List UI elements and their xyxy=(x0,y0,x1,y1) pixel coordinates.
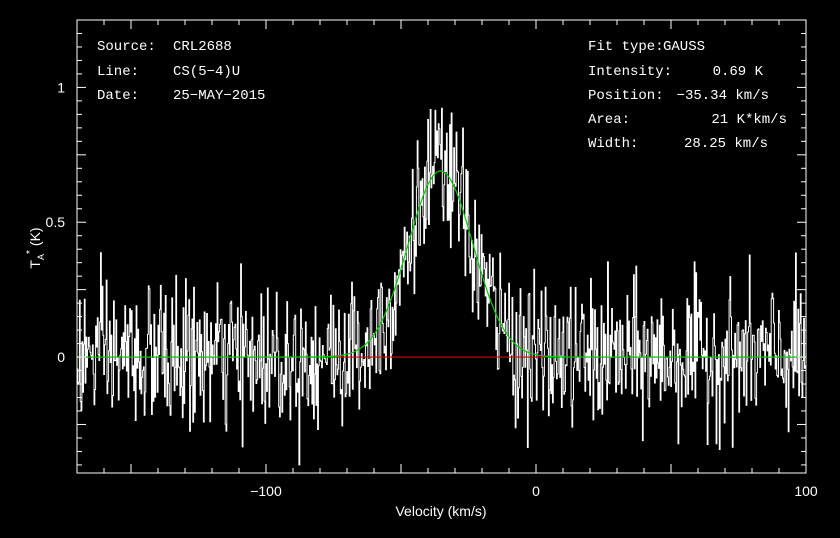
info-left: Source: CRL2688 Line: CS(5−4)U Date: 25−… xyxy=(97,39,265,104)
width-label: Width: xyxy=(588,136,638,152)
y-tick-label: 1 xyxy=(57,79,65,95)
x-axis-label: Velocity (km/s) xyxy=(395,503,486,519)
fit-type-value: GAUSS xyxy=(663,39,705,55)
y-tick-label: 0 xyxy=(57,349,65,365)
frame-layer xyxy=(76,19,807,474)
intensity-value: 0.69 K xyxy=(713,64,764,80)
width-value: 28.25 km/s xyxy=(684,136,768,152)
line-value: CS(5−4)U xyxy=(173,64,240,80)
plot-frame xyxy=(76,19,807,474)
date-label: Date: xyxy=(97,88,139,104)
line-label: Line: xyxy=(97,64,139,80)
source-value: CRL2688 xyxy=(173,39,232,55)
x-tick-label: 100 xyxy=(794,483,818,499)
info-right: Fit type: GAUSS Intensity: 0.69 K Positi… xyxy=(588,39,787,152)
y-axis-label-main: T xyxy=(27,260,43,269)
source-label: Source: xyxy=(97,39,156,55)
y-axis-label: TA* (K) xyxy=(25,227,46,268)
y-axis-label-unit: (K) xyxy=(27,227,43,246)
x-tick-label: −100 xyxy=(250,483,282,499)
spectrum-line xyxy=(77,107,806,466)
y-tick-label: 0.5 xyxy=(46,214,66,230)
fit-layer xyxy=(77,170,806,358)
position-value: −35.34 km/s xyxy=(677,88,769,104)
y-axis-label-sub: A xyxy=(36,254,46,260)
svg-text:TA*(K): TA* (K) xyxy=(25,227,46,268)
area-label: Area: xyxy=(588,112,630,128)
y-axis-label-sup: * xyxy=(25,250,36,254)
date-value: 25−MAY−2015 xyxy=(173,88,265,104)
tick-layer: −100 0 100 0 0.5 1 xyxy=(46,20,818,499)
fit-type-label: Fit type: xyxy=(588,39,664,55)
position-label: Position: xyxy=(588,88,664,104)
intensity-label: Intensity: xyxy=(588,64,672,80)
spectrum-layer xyxy=(77,107,806,466)
x-tick-label: 0 xyxy=(532,483,540,499)
area-value: 21 K*km/s xyxy=(711,112,787,128)
gaussian-fit-line xyxy=(77,170,806,358)
